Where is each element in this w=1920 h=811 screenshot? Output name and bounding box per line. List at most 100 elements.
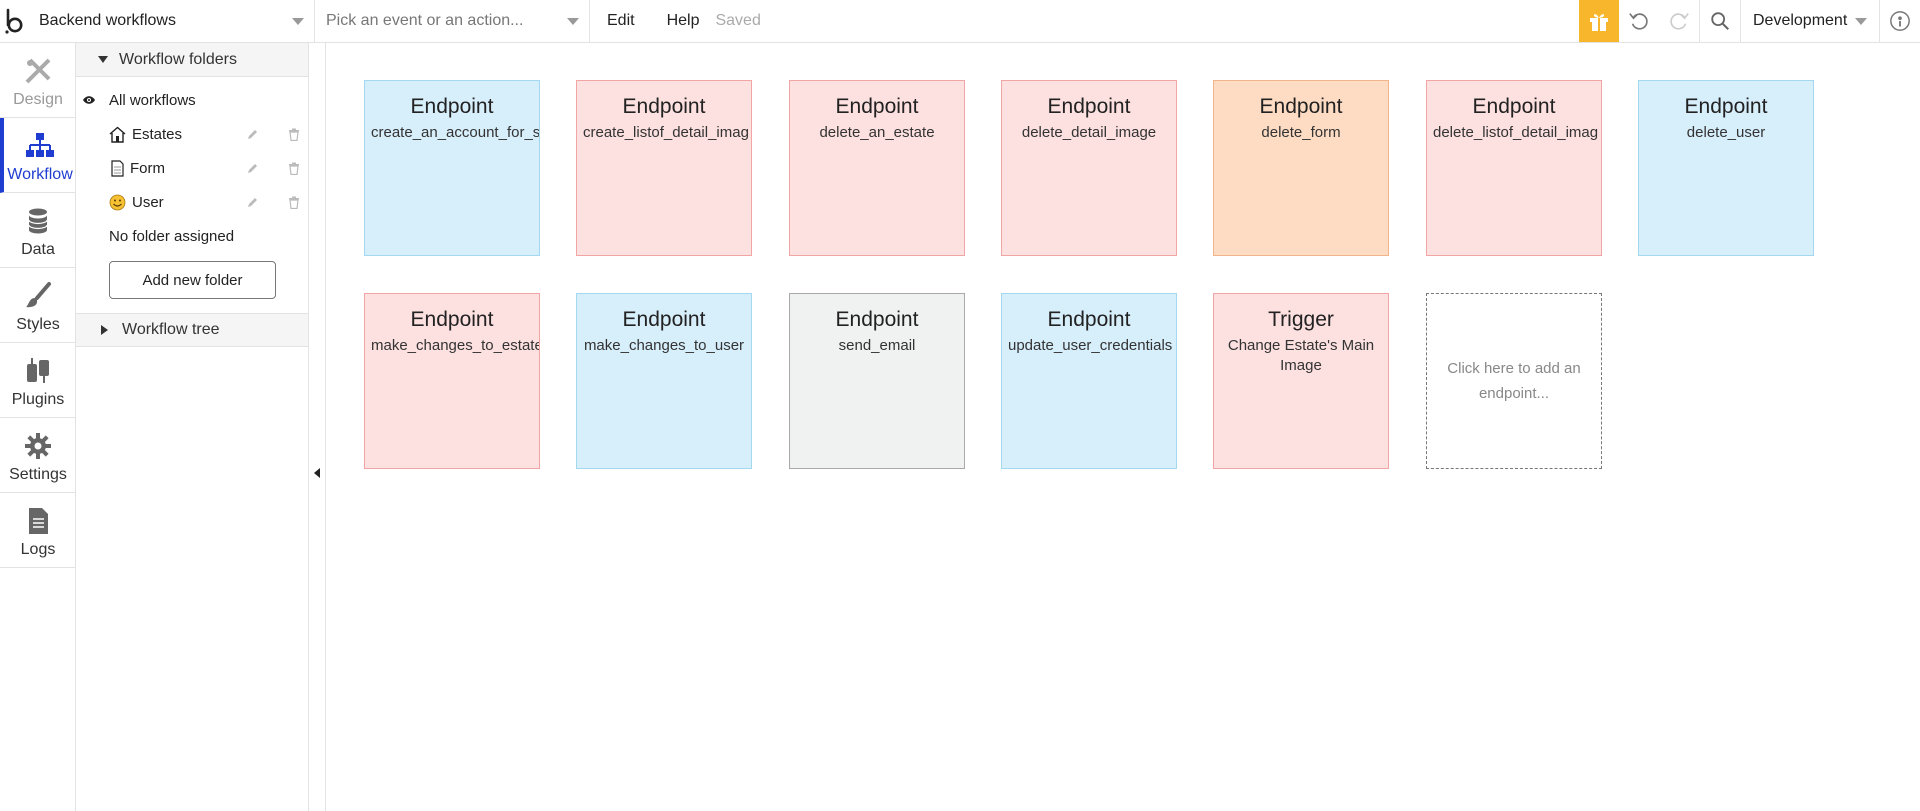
card-type: Endpoint [622,95,706,118]
workflow-folders-header[interactable]: Workflow folders [76,43,308,77]
card-type: Endpoint [1684,95,1768,118]
event-action-placeholder: Pick an event or an action... [326,12,524,29]
workflow-card[interactable]: Endpoint delete_detail_image [1001,80,1177,256]
house-icon [109,126,126,143]
design-icon [22,55,54,87]
environment-dropdown[interactable]: Development [1741,0,1879,42]
folder-label: Estates [132,125,183,143]
card-name: create_an_account_for_s [371,124,540,141]
card-type: Endpoint [1259,95,1343,118]
redo-icon [1670,13,1689,30]
all-workflows-label: All workflows [109,91,196,109]
card-name: delete_an_estate [819,124,935,141]
pencil-icon[interactable] [246,196,259,209]
eye-icon[interactable] [82,93,96,107]
nav-design[interactable]: Design [0,43,76,118]
user-circle-icon [1890,11,1910,31]
trash-icon[interactable] [288,196,300,209]
caret-down-icon [98,56,108,63]
nav-settings[interactable]: Settings [0,418,76,493]
add-endpoint-label: Click here to add an endpoint... [1447,360,1581,402]
workflow-icon [24,130,56,162]
gear-icon [22,430,54,462]
nav-label: Logs [20,541,56,558]
nav-label: Styles [16,316,60,333]
nav-logs[interactable]: Logs [0,493,76,568]
page-selector-value: Backend workflows [39,12,176,29]
folder-unassigned[interactable]: No folder assigned [76,219,308,253]
workflow-card[interactable]: Trigger Change Estate's Main Image [1213,293,1389,469]
workflow-canvas[interactable]: Endpoint create_an_account_for_s Endpoin… [326,43,1920,811]
card-name: delete_form [1261,124,1341,141]
pencil-icon[interactable] [246,128,259,141]
workflow-card[interactable]: Endpoint delete_form [1213,80,1389,256]
folder-estates[interactable]: Estates [76,117,308,151]
undo-button[interactable] [1619,0,1659,42]
toolbar-spacer [761,0,1579,42]
bubble-logo-icon[interactable] [0,0,30,42]
edit-menu[interactable]: Edit [607,12,635,29]
workflow-card[interactable]: Endpoint create_listof_detail_imag [576,80,752,256]
card-type: Trigger [1268,308,1334,331]
redo-button[interactable] [1659,0,1699,42]
folder-label: User [132,193,164,211]
workflow-card[interactable]: Endpoint delete_user [1638,80,1814,256]
database-icon [22,205,54,237]
card-type: Endpoint [1472,95,1556,118]
collapse-panel-handle[interactable] [309,43,326,811]
workflow-card[interactable]: Endpoint delete_listof_detail_imag [1426,80,1602,256]
environment-value: Development [1753,12,1848,29]
event-action-picker[interactable]: Pick an event or an action... [315,0,590,42]
workflow-card[interactable]: Endpoint update_user_credentials [1001,293,1177,469]
gift-button[interactable] [1579,0,1619,42]
nav-data[interactable]: Data [0,193,76,268]
workflow-folders-panel: Workflow folders All workflows Estates F… [76,43,309,811]
page-selector-dropdown[interactable]: Backend workflows [30,0,315,42]
nav-workflow[interactable]: Workflow [0,118,76,193]
card-name: delete_user [1686,124,1766,141]
card-name: Change Estate's Main Image [1227,337,1375,374]
add-endpoint-card[interactable]: Click here to add an endpoint... [1426,293,1602,469]
card-type: Endpoint [410,95,494,118]
add-new-folder-button[interactable]: Add new folder [109,261,276,299]
account-settings-button[interactable] [1880,0,1920,42]
nav-label: Plugins [11,391,65,408]
folder-user[interactable]: User [76,185,308,219]
workflow-folders-title: Workflow folders [119,50,237,68]
workflow-card[interactable]: Endpoint create_an_account_for_s [364,80,540,256]
nav-plugins[interactable]: Plugins [0,343,76,418]
workflow-card[interactable]: Endpoint delete_an_estate [789,80,965,256]
folder-form[interactable]: Form [76,151,308,185]
caret-right-icon [101,325,108,335]
help-menu[interactable]: Help [666,12,700,29]
folder-all-workflows[interactable]: All workflows [76,83,308,117]
workflow-card[interactable]: Endpoint send_email [789,293,965,469]
nav-label: Data [21,241,55,258]
trash-icon[interactable] [288,162,300,175]
search-button[interactable] [1700,0,1740,42]
card-name: create_listof_detail_imag [583,124,749,141]
brush-icon [22,280,54,312]
page-icon [111,160,124,177]
workflow-tree-header[interactable]: Workflow tree [76,313,308,347]
nav-styles[interactable]: Styles [0,268,76,343]
caret-left-icon [314,468,320,478]
chevron-down-icon [567,18,579,25]
search-icon [1711,12,1729,30]
workflow-tree-title: Workflow tree [122,321,220,338]
gift-icon [1590,14,1608,31]
card-name: make_changes_to_estate [371,337,540,354]
toolbar-divider [1879,0,1880,42]
logo-glyph [5,8,23,34]
folder-label: Form [130,159,165,177]
pencil-icon[interactable] [246,162,259,175]
card-name: delete_detail_image [1021,124,1157,141]
card-name: update_user_credentials [1008,337,1173,354]
workflow-card[interactable]: Endpoint make_changes_to_user [576,293,752,469]
card-name: make_changes_to_user [583,337,745,354]
card-name: send_email [838,337,916,354]
workflow-card[interactable]: Endpoint make_changes_to_estate [364,293,540,469]
card-type: Endpoint [835,308,919,331]
chevron-down-icon [1855,18,1867,25]
trash-icon[interactable] [288,128,300,141]
